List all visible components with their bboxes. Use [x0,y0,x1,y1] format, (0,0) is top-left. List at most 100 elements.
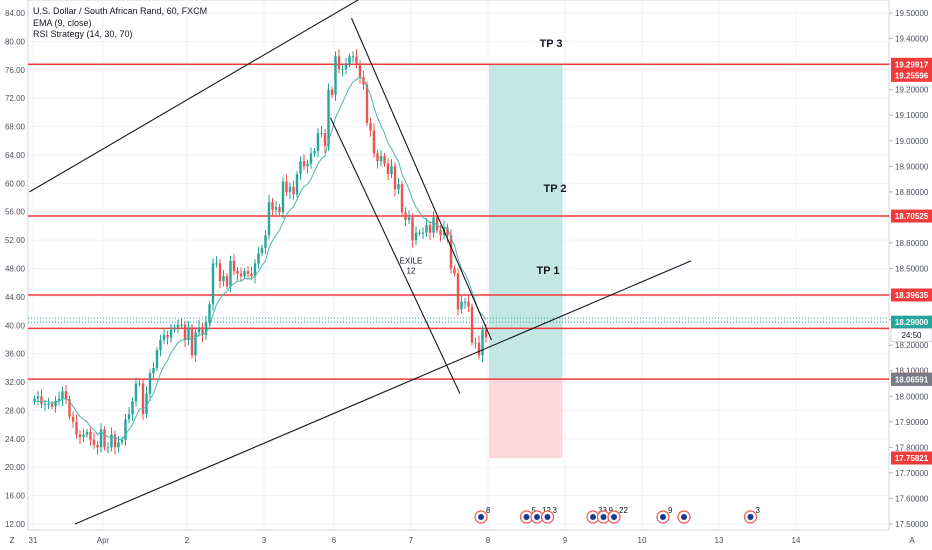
event-flag-center [544,514,551,520]
candle-body [421,232,425,234]
right-axis-tick: 18.80000 [895,188,929,197]
candle-body [117,442,120,448]
candle-body [208,304,211,323]
candle-body [253,263,257,277]
candle-body [418,232,421,234]
candle-body [162,334,166,341]
left-axis-tick: 48.00 [5,265,26,274]
candle-body [243,271,246,277]
trendline-lower-channel [74,260,692,525]
tp3-label: TP 3 [539,38,562,50]
left-axis-tick: 36.00 [5,350,26,359]
candle-body [274,207,278,210]
candle-body [152,368,155,374]
candle-body [103,429,106,448]
event-flag-center [660,514,666,520]
candle-body [278,207,281,213]
x-axis-tick: 6 [332,536,337,545]
candle-body [309,153,313,164]
candle-body [348,56,351,65]
left-axis-tick: 20.00 [5,463,26,472]
candle-body [120,439,124,443]
candle-body [474,342,477,344]
candle-body [285,181,288,192]
level-price-label: 18.70525 [895,212,929,221]
z-corner-button: Z [10,536,15,545]
candle-body [271,202,274,210]
candle-body [379,156,383,162]
event-count: 9 [609,506,614,515]
candle-body [134,383,138,402]
price-label-bg [891,451,932,465]
left-axis-tick: 12.00 [5,520,26,529]
left-axis-tick: 64.00 [5,151,26,160]
candle-body [145,393,148,415]
right-axis-tick: 18.10000 [895,367,929,376]
right-axis-tick: 18.60000 [895,239,929,248]
event-flag-center [478,514,484,520]
candle-body [57,398,61,402]
candle-body [400,184,404,213]
right-axis-tick: 19.00000 [895,137,929,146]
candle-body [264,235,267,249]
auto-scale-button: A [909,536,915,545]
candle-body [428,225,432,233]
candle-body [365,84,369,123]
candle-body [239,273,243,277]
candle-body [341,69,344,71]
candle-body [68,398,71,417]
chart-annotation: EXILE [400,256,423,265]
x-axis-tick: 2 [185,536,190,545]
countdown-label: 24:50 [901,331,922,340]
candle-body [456,273,460,310]
candle-body [159,340,162,351]
right-axis-tick: 19.50000 [895,9,929,18]
candle-body [40,396,43,404]
trendline-falling-upper [350,17,493,341]
x-axis-tick: 10 [638,536,647,545]
candle-body [453,268,456,274]
candle-body [358,64,362,77]
event-count: 3 [756,506,761,515]
level-price-label-bg [891,209,932,223]
candle-body [463,301,467,303]
event-flag-center [523,514,530,520]
candle-body [320,133,323,135]
trendline-upper-channel [29,0,360,193]
candle-body [267,202,271,236]
candle-body [71,416,75,422]
candle-body [435,217,439,231]
candle-body [50,403,54,407]
candle-body [446,227,449,236]
candle-body [383,156,386,164]
candle-body [337,56,341,70]
event-count: 9 [668,506,673,515]
event-flag-center [590,514,596,520]
candle-body [187,327,190,341]
left-axis-tick: 84.00 [5,9,26,18]
candle-body [460,301,463,310]
level-price-label-bg [891,288,932,302]
event-flag-center [534,514,540,520]
candle-body [173,327,176,330]
tp2-label: TP 2 [543,183,566,195]
candle-body [334,56,337,95]
candle-body [113,434,117,448]
candle-body [281,181,285,213]
candle-body [166,334,169,338]
candle-body [96,444,99,448]
candle-body [292,186,295,195]
candle-body [330,89,334,95]
event-flag-center [611,514,617,520]
chart-annotation: 12 [407,267,416,276]
left-axis-tick: 56.00 [5,208,26,217]
candle-body [355,56,358,65]
candle-body [176,324,180,328]
candle-body [302,161,306,167]
candle-body [218,263,222,282]
left-axis-tick: 40.00 [5,321,26,330]
candle-body [211,263,215,305]
candle-body [404,212,407,220]
